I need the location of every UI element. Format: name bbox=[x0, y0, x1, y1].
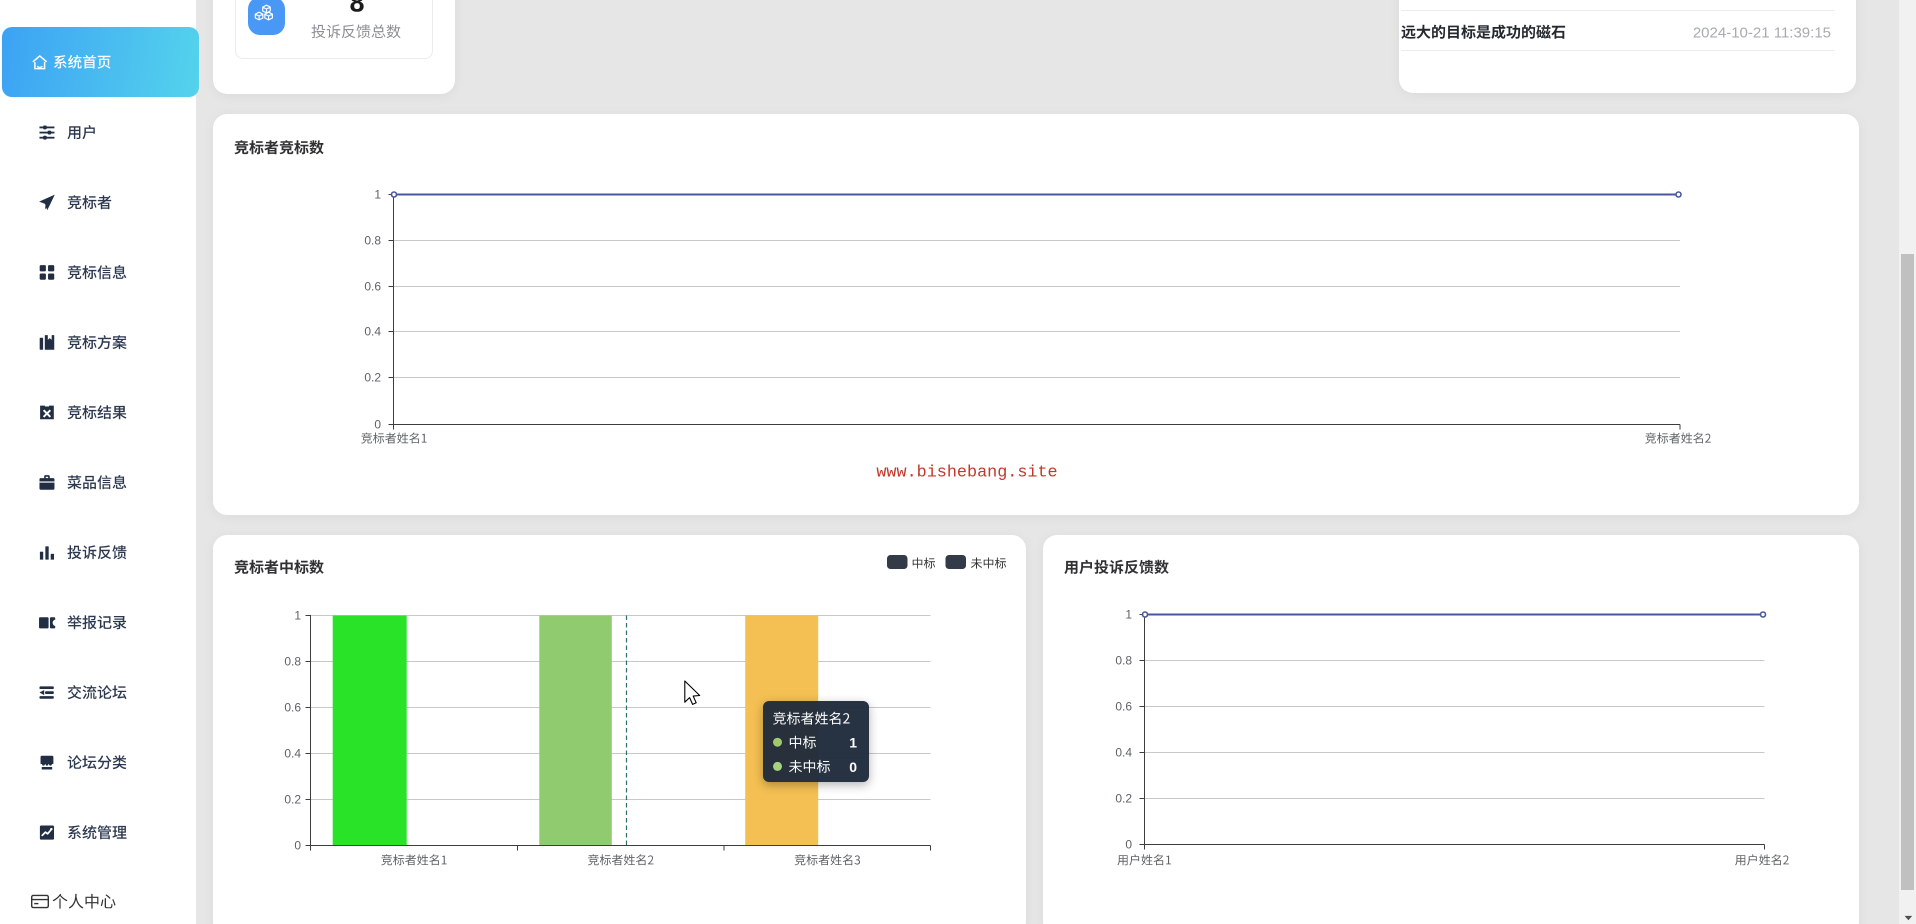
svg-text:0: 0 bbox=[374, 418, 381, 432]
svg-text:0: 0 bbox=[1125, 838, 1132, 852]
svg-text:0.8: 0.8 bbox=[364, 234, 381, 248]
svg-text:1: 1 bbox=[294, 609, 301, 623]
svg-text:0.2: 0.2 bbox=[364, 371, 381, 385]
svg-text:0.4: 0.4 bbox=[284, 747, 301, 761]
svg-text:0.8: 0.8 bbox=[284, 655, 301, 669]
svg-text:www.bishebang.site: www.bishebang.site bbox=[876, 464, 1057, 483]
svg-text:1: 1 bbox=[849, 735, 857, 751]
svg-text:0.8: 0.8 bbox=[1115, 654, 1132, 668]
svg-text:0: 0 bbox=[294, 839, 301, 853]
svg-text:0.6: 0.6 bbox=[1115, 700, 1132, 714]
svg-text:0.2: 0.2 bbox=[1115, 792, 1132, 806]
svg-text:2024-10-21 11:39:15: 2024-10-21 11:39:15 bbox=[1693, 24, 1831, 41]
svg-text:0.4: 0.4 bbox=[1115, 746, 1132, 760]
svg-text:8: 8 bbox=[349, 0, 364, 18]
svg-text:0.6: 0.6 bbox=[284, 701, 301, 715]
svg-text:0.4: 0.4 bbox=[364, 325, 381, 339]
svg-text:0.2: 0.2 bbox=[284, 793, 301, 807]
svg-text:0: 0 bbox=[849, 759, 857, 775]
svg-text:1: 1 bbox=[374, 188, 381, 202]
svg-text:0.6: 0.6 bbox=[364, 280, 381, 294]
svg-text:1: 1 bbox=[1125, 608, 1132, 622]
